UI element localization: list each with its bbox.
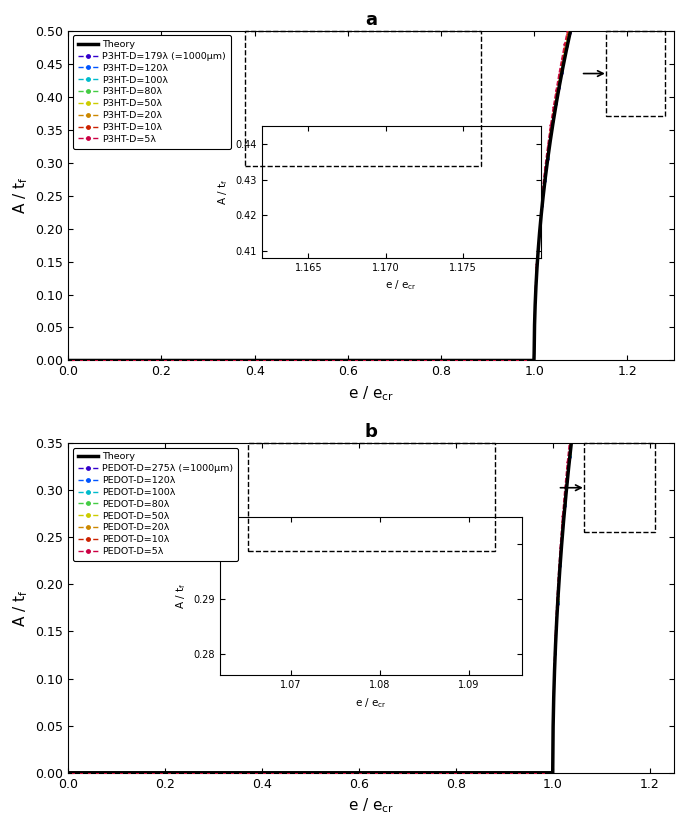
Title: b: b xyxy=(364,424,377,441)
X-axis label: e / e$_{\rm cr}$: e / e$_{\rm cr}$ xyxy=(348,796,394,815)
Legend: Theory, P3HT-D=179λ (=1000μm), P3HT-D=120λ, P3HT-D=100λ, P3HT-D=80λ, P3HT-D=50λ,: Theory, P3HT-D=179λ (=1000μm), P3HT-D=12… xyxy=(73,36,231,149)
Bar xyxy=(584,443,654,533)
Bar xyxy=(245,31,481,166)
Y-axis label: A / t$_{\rm f}$: A / t$_{\rm f}$ xyxy=(11,589,30,627)
Legend: Theory, PEDOT-D=275λ (=1000μm), PEDOT-D=120λ, PEDOT-D=100λ, PEDOT-D=80λ, PEDOT-D: Theory, PEDOT-D=275λ (=1000μm), PEDOT-D=… xyxy=(73,448,238,561)
Y-axis label: A / t$_{\rm f}$: A / t$_{\rm f}$ xyxy=(11,177,30,214)
Bar xyxy=(606,31,664,116)
Title: a: a xyxy=(365,11,377,29)
Bar xyxy=(247,443,495,551)
X-axis label: e / e$_{\rm cr}$: e / e$_{\rm cr}$ xyxy=(348,384,394,402)
